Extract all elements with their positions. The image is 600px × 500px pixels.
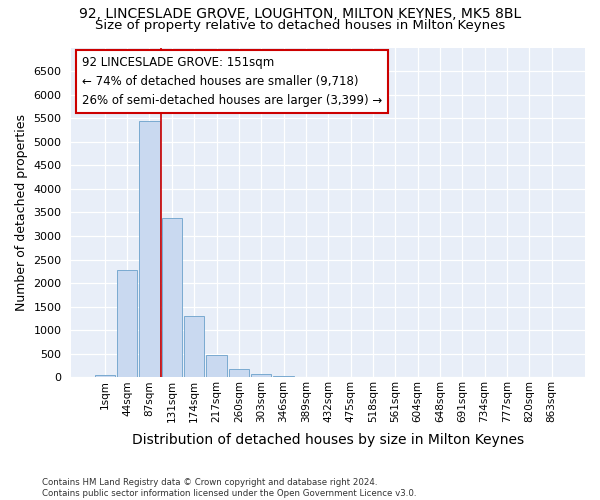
Bar [229,369,249,378]
Bar [95,375,115,378]
Text: Contains HM Land Registry data © Crown copyright and database right 2024.
Contai: Contains HM Land Registry data © Crown c… [42,478,416,498]
Text: Size of property relative to detached houses in Milton Keynes: Size of property relative to detached ho… [95,18,505,32]
X-axis label: Distribution of detached houses by size in Milton Keynes: Distribution of detached houses by size … [132,434,524,448]
Bar [184,316,204,378]
Text: 92 LINCESLADE GROVE: 151sqm
← 74% of detached houses are smaller (9,718)
26% of : 92 LINCESLADE GROVE: 151sqm ← 74% of det… [82,56,382,106]
Text: 92, LINCESLADE GROVE, LOUGHTON, MILTON KEYNES, MK5 8BL: 92, LINCESLADE GROVE, LOUGHTON, MILTON K… [79,8,521,22]
Bar [274,376,293,378]
Bar [206,355,227,378]
Bar [139,120,160,378]
Bar [251,374,271,378]
Bar [117,270,137,378]
Y-axis label: Number of detached properties: Number of detached properties [15,114,28,311]
Bar [162,218,182,378]
